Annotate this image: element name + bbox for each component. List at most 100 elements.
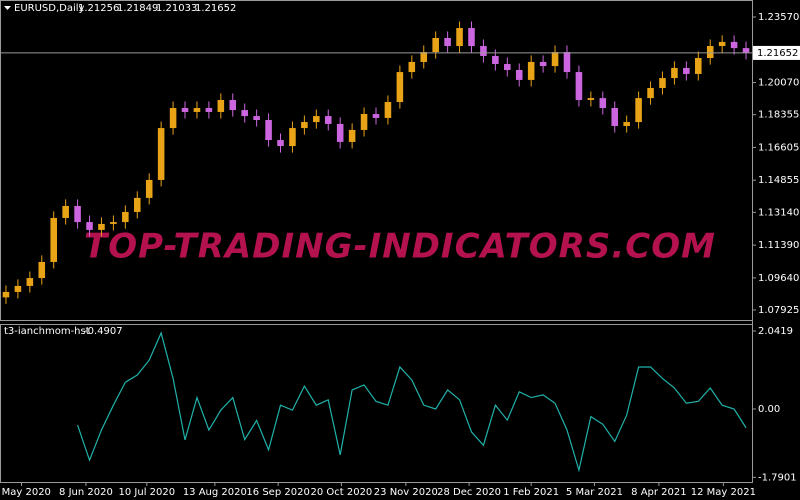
candle-body [575, 72, 583, 100]
candle-body [145, 179, 153, 198]
x-tick-label: 1 Feb 2021 [503, 487, 559, 498]
candle-body [563, 52, 571, 73]
header-value: 1.21652 [195, 3, 236, 14]
y-tick-label: 1.11390 [758, 240, 799, 251]
candle-body [671, 67, 678, 79]
candle-body [265, 120, 272, 141]
x-tick-label: 20 Oct 2020 [310, 487, 372, 498]
y-tick-label: 1.09640 [758, 273, 799, 284]
candle-body [62, 205, 69, 218]
candle-body [348, 129, 356, 142]
candle-body [157, 128, 165, 180]
x-tick-label: 5 May 2020 [0, 487, 51, 498]
candle-body [647, 87, 654, 99]
candle-body [324, 116, 332, 124]
candle-body [360, 114, 368, 130]
candle-body [659, 78, 666, 88]
watermark: TOP-TRADING-INDICATORS.COM [84, 227, 716, 267]
candle-body [468, 28, 475, 47]
symbol-title: EURUSD,Daily [14, 3, 85, 14]
candle-body [169, 108, 177, 129]
candle-body [277, 140, 284, 147]
candle-body [683, 67, 690, 74]
y-tick-label: 1.16605 [758, 142, 799, 153]
candle-body [611, 108, 619, 126]
candle-body [384, 102, 392, 118]
y-tick-label: -1.7901 [758, 472, 797, 483]
indicator-pane [0, 324, 753, 483]
indicator-line [77, 331, 747, 473]
x-tick-label: 28 Dec 2020 [437, 487, 501, 498]
candle-body [98, 223, 105, 230]
candle-body [718, 41, 726, 47]
y-tick-label: 1.13140 [758, 207, 799, 218]
candle-body [133, 197, 141, 212]
x-tick-label: 8 Jun 2020 [59, 487, 113, 498]
candle-body [110, 222, 117, 224]
menu-icon [4, 6, 11, 10]
candle-body [432, 37, 439, 53]
candle-body [623, 122, 630, 126]
candle-body [742, 48, 750, 53]
candle-body [587, 98, 595, 100]
header-value: 1.21033 [156, 3, 197, 14]
y-tick-label: 1.23570 [758, 12, 799, 23]
current-price-box [753, 45, 800, 60]
candle-body [181, 108, 189, 112]
candle-body [336, 123, 344, 142]
candle-body [527, 61, 535, 80]
indicator-last-value: -0.4907 [84, 326, 123, 337]
candle-body [122, 211, 129, 223]
candle-body [253, 116, 260, 121]
candle-body [420, 52, 428, 62]
candle-body [599, 98, 607, 109]
y-tick-label: 1.14855 [758, 175, 799, 186]
candle-body [205, 108, 213, 112]
candle-body [695, 58, 702, 74]
candle-body [504, 64, 511, 71]
candle-body [444, 37, 451, 47]
candle-body [229, 99, 237, 111]
header-value: 1.21849 [117, 3, 158, 14]
y-tick-label: 2.0419 [758, 326, 793, 337]
candle-body [456, 28, 463, 47]
candle-body [551, 52, 559, 67]
candle-body [492, 55, 499, 65]
candle-body [193, 108, 201, 112]
candle-body [241, 110, 248, 117]
candle-body [635, 98, 642, 123]
candle-body [26, 278, 34, 286]
candle-body [730, 41, 738, 49]
y-tick-label: 1.07925 [758, 305, 799, 316]
candle-body [372, 114, 380, 118]
price-pane [0, 0, 753, 321]
candle-body [14, 285, 22, 292]
candle-body [289, 128, 296, 147]
x-tick-label: 10 Jul 2020 [119, 487, 176, 498]
header-value: 1.21256 [78, 3, 119, 14]
y-tick-label: 0.00 [758, 404, 780, 415]
x-tick-label: 8 Apr 2021 [631, 487, 686, 498]
candle-body [706, 46, 714, 59]
x-tick-label: 5 Mar 2021 [566, 487, 623, 498]
x-tick-label: 13 Aug 2020 [183, 487, 247, 498]
candle-body [50, 217, 57, 262]
y-tick-label: 1.18355 [758, 110, 799, 121]
candle-body [2, 291, 10, 298]
x-tick-label: 12 May 2021 [691, 487, 756, 498]
indicator-title: t3-ianchmom-hst [4, 326, 90, 337]
candle-body [396, 72, 404, 103]
current-price-label: 1.21652 [757, 48, 798, 59]
candle-body [480, 46, 487, 56]
candle-body [217, 99, 225, 112]
candle-body [539, 61, 547, 67]
candle-body [38, 261, 46, 279]
x-tick-label: 23 Nov 2020 [374, 487, 438, 498]
candle-body [515, 70, 523, 80]
y-tick-label: 1.20070 [758, 78, 799, 89]
candle-body [74, 205, 81, 223]
candle-body [86, 222, 93, 230]
x-tick-label: 16 Sep 2020 [246, 487, 309, 498]
candle-body [408, 61, 416, 73]
